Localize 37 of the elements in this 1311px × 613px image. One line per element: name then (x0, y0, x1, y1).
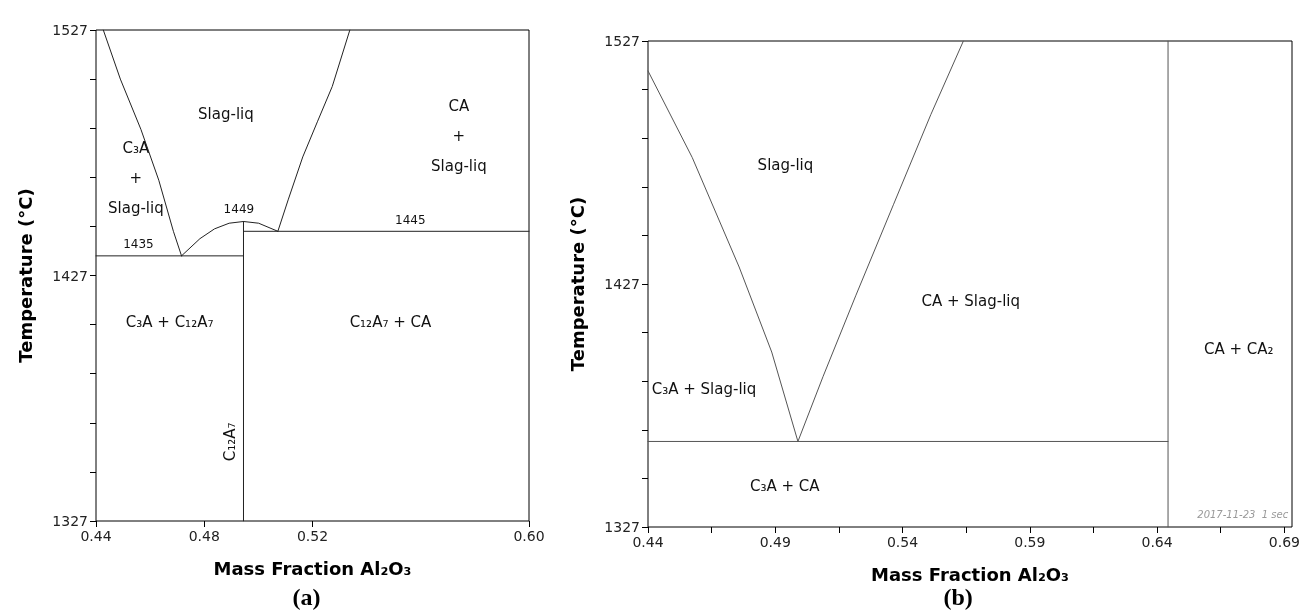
x-tick-label: 0.48 (188, 528, 220, 544)
x-tick-label: 0.60 (513, 528, 545, 544)
annotation: C₃A + Slag-liq (108, 139, 164, 218)
annotation: C₃A + Slag-liq (651, 380, 757, 399)
annotation: 1449 (223, 202, 255, 217)
x-tick-label: 0.64 (1141, 534, 1173, 550)
annotation: CA + CA₂ (1203, 339, 1274, 358)
annotation: 2017-11-23 1 sec (1197, 509, 1289, 521)
annotation: C₁₂A₇ + CA (349, 312, 432, 331)
text: (a) (292, 584, 321, 610)
x-axis-title: Mass Fraction Al₂O₃ (871, 563, 1069, 585)
text: (b) (943, 584, 973, 610)
annotation: 1435 (123, 237, 154, 252)
annotation: CA + Slag-liq (431, 96, 487, 175)
annotation: CA + Slag-liq (921, 292, 1020, 311)
x-tick-label: 0.59 (1014, 534, 1046, 550)
annotation: C₃A + C₁₂A₇ (125, 312, 214, 331)
x-tick-label: 0.69 (1268, 534, 1300, 550)
annotation: Slag-liq (757, 156, 814, 175)
y-axis-title: Temperature (°C) (14, 188, 36, 363)
y-axis-title: Temperature (°C) (566, 196, 588, 372)
annotation: Slag-liq (198, 104, 254, 123)
y-tick-label: 1427 (604, 276, 640, 292)
y-tick-label: 1327 (52, 513, 88, 529)
y-tick-label: 1327 (604, 519, 640, 535)
x-tick-label: 0.54 (886, 534, 919, 550)
y-tick-label: 1527 (52, 22, 88, 38)
x-tick-label: 0.52 (296, 528, 329, 544)
annotation: C₃A + CA (750, 476, 821, 495)
x-tick-label: 0.44 (80, 528, 112, 544)
y-tick-label: 1527 (604, 33, 640, 49)
annotation: C₁₂A₇ (221, 422, 240, 462)
x-tick-label: 0.44 (632, 534, 664, 550)
x-tick-label: 0.49 (759, 534, 791, 550)
annotation: 1445 (395, 213, 426, 228)
x-axis-title: Mass Fraction Al₂O₃ (213, 557, 412, 579)
y-tick-label: 1427 (52, 267, 88, 284)
